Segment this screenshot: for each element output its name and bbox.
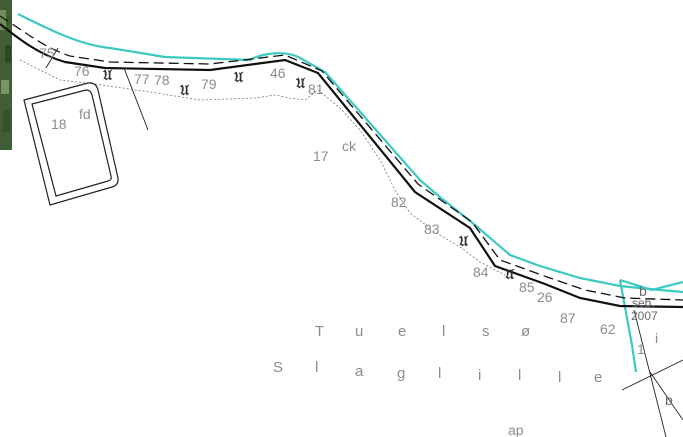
parcel-letter: fd bbox=[79, 106, 91, 122]
parcel-number: 75 bbox=[39, 45, 55, 61]
place-letter: l bbox=[315, 359, 318, 376]
svg-text:𝔘: 𝔘 bbox=[296, 75, 306, 91]
parcel-letter-labels: fd ck b b ap i bbox=[79, 106, 673, 437]
place-name-tuelso: T u e l s ø bbox=[315, 323, 530, 340]
parcel-number: 62 bbox=[600, 321, 616, 337]
parcel-number: 26 bbox=[537, 289, 553, 305]
parcel-number: 46 bbox=[270, 65, 286, 81]
parcel-letter: ck bbox=[342, 138, 357, 154]
parcel-number: 79 bbox=[201, 76, 217, 92]
building-outline bbox=[23, 82, 119, 206]
svg-text:𝔘: 𝔘 bbox=[234, 69, 244, 85]
place-letter: i bbox=[478, 367, 481, 384]
place-letter: s bbox=[482, 323, 490, 340]
dashed-boundary-line bbox=[0, 15, 683, 301]
place-name-slagille: S l a g l i l l e bbox=[273, 359, 602, 386]
lake-edge-dotted bbox=[19, 59, 506, 276]
note-text: seb. bbox=[632, 296, 655, 310]
place-letter: l bbox=[558, 369, 561, 386]
place-letter: S bbox=[273, 359, 283, 376]
parcel-letter: ap bbox=[508, 422, 524, 437]
parcel-letter: b bbox=[639, 283, 647, 299]
parcel-number: 81 bbox=[308, 81, 324, 97]
parcel-number: 83 bbox=[424, 221, 440, 237]
cadastral-lines bbox=[45, 47, 683, 437]
coastline-inlet bbox=[618, 278, 683, 373]
parcel-number: 82 bbox=[391, 194, 407, 210]
parcel-number: 85 bbox=[519, 279, 535, 295]
parcel-number: 77 bbox=[134, 71, 150, 87]
note-year: 2007 bbox=[631, 309, 658, 323]
svg-text:𝔘: 𝔘 bbox=[505, 266, 515, 282]
place-letter: a bbox=[355, 363, 364, 380]
place-letter: l bbox=[438, 365, 441, 382]
parcel-letter: i bbox=[655, 330, 658, 346]
parcel-number: 17 bbox=[313, 148, 329, 164]
parcel-number: 76 bbox=[74, 63, 90, 79]
parcel-number: 1 bbox=[637, 341, 645, 357]
place-letter: g bbox=[397, 365, 405, 382]
parcel-number: 18 bbox=[51, 116, 67, 132]
svg-text:𝔘: 𝔘 bbox=[103, 67, 113, 83]
parcel-number: 84 bbox=[473, 264, 489, 280]
place-letter: e bbox=[398, 323, 406, 340]
svg-text:𝔘: 𝔘 bbox=[459, 233, 469, 249]
curved-symbol-icon: 𝔘 𝔘 𝔘 𝔘 𝔘 𝔘 bbox=[103, 67, 515, 282]
place-letter: u bbox=[355, 323, 363, 340]
place-letter: T bbox=[315, 323, 324, 340]
parcel-number: 87 bbox=[560, 310, 576, 326]
parcel-number-labels: 75 76 77 78 79 46 81 18 17 82 83 84 85 2… bbox=[39, 45, 645, 357]
registration-note: seb. 2007 bbox=[631, 296, 658, 323]
coastline bbox=[17, 13, 683, 294]
parcel-letter: b bbox=[665, 392, 673, 408]
svg-text:𝔘: 𝔘 bbox=[180, 82, 190, 98]
place-letter: e bbox=[594, 369, 602, 386]
aerial-photo-strip bbox=[0, 0, 12, 150]
place-letter: l bbox=[442, 323, 445, 340]
boundary-line bbox=[0, 23, 683, 309]
parcel-number: 78 bbox=[154, 72, 170, 88]
place-letter: l bbox=[518, 367, 521, 384]
place-letter: ø bbox=[521, 323, 530, 340]
